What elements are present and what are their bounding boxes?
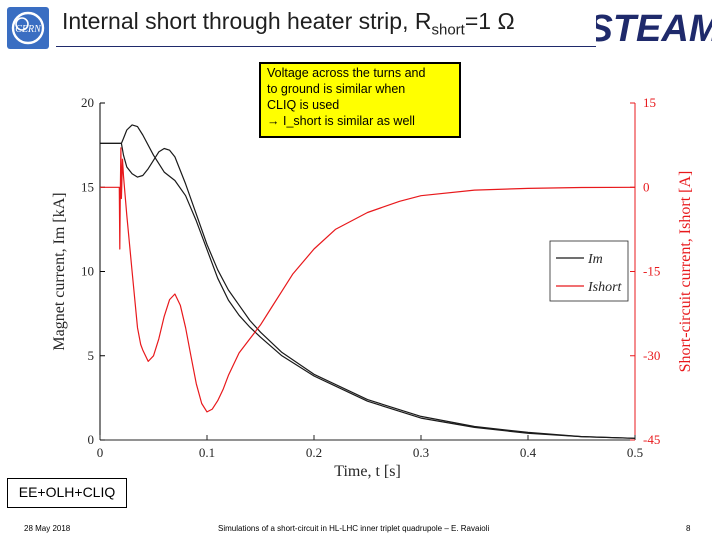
footer-date: 28 May 2018 — [24, 524, 71, 533]
y-right-tick-label: -45 — [643, 432, 660, 447]
x-tick-label: 0 — [97, 445, 104, 460]
series-line-ishort-2 — [100, 147, 636, 413]
series-line-im-0 — [100, 142, 636, 439]
y-right-tick-label: 0 — [643, 179, 650, 194]
legend-label: Im — [587, 252, 603, 267]
scheme-label: EE+OLH+CLIQ — [7, 478, 127, 508]
note-line-1: Voltage across the turns and — [267, 66, 426, 80]
note-line-2: to ground is similar when — [267, 82, 406, 96]
slide-title: Internal short through heater strip, Rsh… — [62, 8, 515, 39]
y-right-tick-label: 15 — [643, 95, 656, 110]
y-left-tick-label: 0 — [88, 432, 95, 447]
y-right-tick-label: -15 — [643, 264, 660, 279]
title-tail: =1 Ω — [464, 8, 515, 34]
series-line-im-1 — [100, 124, 636, 439]
title-main: Internal short through heater strip, R — [62, 8, 432, 34]
y-left-tick-label: 10 — [81, 264, 94, 279]
page-number: 8 — [686, 524, 691, 533]
note-box: Voltage across the turns and to ground i… — [259, 62, 461, 138]
cern-logo: CERN — [7, 7, 49, 49]
title-underline — [56, 46, 596, 47]
steam-logo: STEAM — [596, 8, 712, 48]
chart: 0 0.1 0.2 0.3 0.4 0.5 0 5 10 15 20 -45 -30 -15 0 15 Time… — [51, 95, 694, 480]
footer-title: Simulations of a short-circuit in HL-LHC… — [218, 524, 490, 533]
legend-box — [549, 240, 629, 302]
x-tick-label: 0.4 — [520, 445, 537, 460]
x-tick-label: 0.3 — [413, 445, 429, 460]
title-subscript: short — [431, 21, 465, 39]
note-line-4: → I_short is similar as well — [267, 114, 415, 128]
x-tick-label: 0.5 — [627, 445, 643, 460]
cern-logo-text: CERN — [15, 24, 42, 35]
y-axis-left-label: Magnet current, Im [kA] — [51, 192, 68, 350]
y-left-tick-label: 5 — [88, 348, 95, 363]
legend-label: Ishort — [587, 280, 623, 295]
x-tick-label: 0.2 — [306, 445, 322, 460]
y-left-tick-label: 20 — [81, 95, 94, 110]
y-right-tick-label: -30 — [643, 348, 660, 363]
y-axis-right-label: Short-circuit current, Ishort [A] — [677, 171, 694, 373]
x-axis-label: Time, t [s] — [334, 463, 401, 480]
note-line-3: CLIQ is used — [267, 98, 340, 112]
x-tick-label: 0.1 — [199, 445, 215, 460]
y-left-tick-label: 15 — [81, 179, 94, 194]
steam-logo-text: STEAM — [596, 8, 712, 48]
